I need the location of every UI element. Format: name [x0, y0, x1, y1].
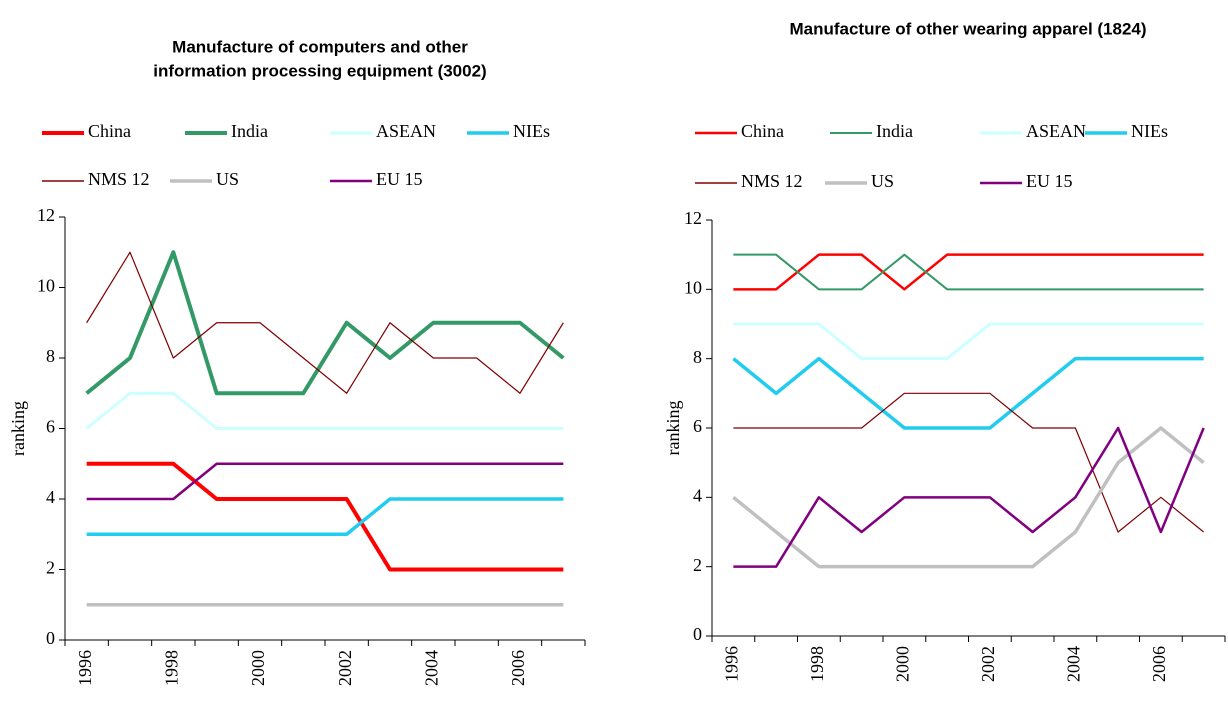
series-line — [86, 497, 564, 536]
legend-label: NMS 12 — [741, 171, 803, 191]
legend-label: NMS 12 — [88, 169, 150, 189]
legend-label: China — [88, 121, 131, 141]
y-tick-label: 10 — [37, 276, 55, 296]
y-tick-label: 8 — [693, 347, 702, 367]
x-tick-label: 2004 — [1064, 646, 1084, 682]
y-tick-label: 12 — [684, 208, 702, 228]
y-tick-label: 2 — [46, 558, 55, 578]
legend-label: NIEs — [513, 121, 550, 141]
y-tick-label: 2 — [693, 555, 702, 575]
y-tick-label: 0 — [693, 624, 702, 644]
chart-title: Manufacture of other wearing apparel (18… — [789, 19, 1146, 38]
x-tick-label: 1998 — [807, 646, 827, 682]
legend-label: EU 15 — [376, 169, 423, 189]
y-axis-label: ranking — [8, 401, 28, 456]
series-line — [733, 253, 1204, 291]
x-tick-label: 1998 — [161, 650, 181, 686]
legend-label: China — [741, 121, 784, 141]
y-tick-label: 6 — [46, 417, 55, 437]
x-tick-label: 1996 — [722, 646, 742, 682]
y-tick-label: 12 — [37, 205, 55, 225]
series-line — [732, 356, 1204, 430]
y-axis-label: ranking — [663, 401, 683, 456]
x-tick-label: 1996 — [75, 650, 95, 686]
series-line — [733, 426, 1205, 568]
x-tick-label: 2006 — [508, 650, 528, 686]
series-line — [732, 426, 1205, 569]
series-line — [733, 253, 1204, 291]
chart-title: information processing equipment (3002) — [153, 61, 486, 80]
y-tick-label: 8 — [46, 346, 55, 366]
series-line — [733, 392, 1205, 533]
x-tick-label: 2006 — [1149, 646, 1169, 682]
series-line — [85, 250, 565, 396]
legend-label: NIEs — [1131, 121, 1168, 141]
legend-label: ASEAN — [1026, 121, 1086, 141]
x-tick-label: 2000 — [248, 650, 268, 686]
x-tick-label: 2000 — [893, 646, 913, 682]
legend-label: India — [231, 121, 268, 141]
series-line — [86, 461, 564, 572]
x-tick-label: 2004 — [421, 650, 441, 686]
x-tick-label: 2002 — [978, 646, 998, 682]
series-line — [86, 251, 564, 394]
y-tick-label: 6 — [693, 416, 702, 436]
legend-label: US — [871, 171, 894, 191]
y-tick-label: 4 — [693, 485, 702, 505]
legend-label: EU 15 — [1026, 171, 1073, 191]
legend-label: India — [876, 121, 913, 141]
chart-title: Manufacture of computers and other — [172, 37, 468, 56]
y-tick-label: 0 — [46, 628, 55, 648]
series-line — [85, 391, 564, 430]
legend-label: ASEAN — [376, 121, 436, 141]
x-tick-label: 2002 — [335, 650, 355, 686]
y-tick-label: 4 — [46, 487, 55, 507]
series-line — [733, 322, 1204, 361]
y-tick-label: 10 — [684, 277, 702, 297]
legend-label: US — [216, 169, 239, 189]
series-line — [86, 462, 564, 501]
